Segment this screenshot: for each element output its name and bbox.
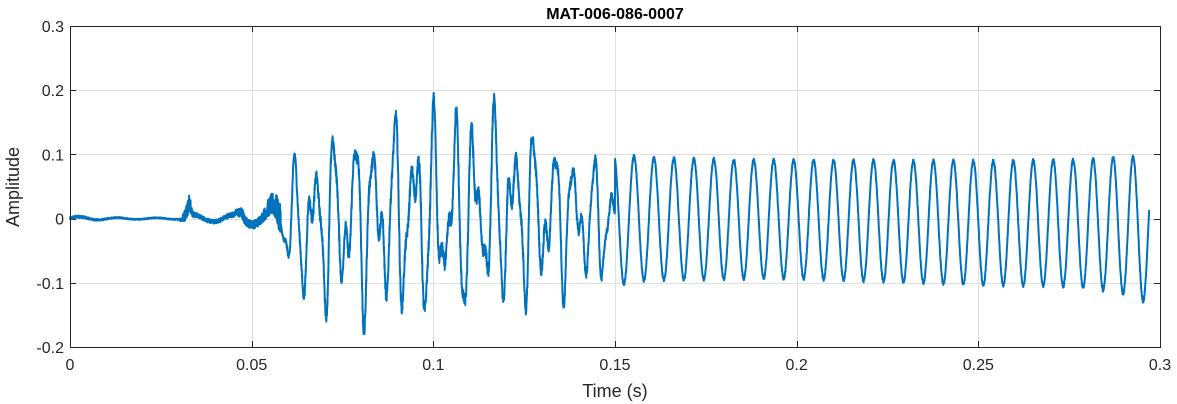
x-tick-label: 0.25 xyxy=(963,357,994,374)
grid-lines xyxy=(70,26,1160,347)
x-tick-label: 0.2 xyxy=(786,357,808,374)
x-tick-label: 0.15 xyxy=(599,357,630,374)
x-axis-label: Time (s) xyxy=(582,381,647,401)
y-tick-label: 0.1 xyxy=(42,147,64,164)
y-tick-label: 0.3 xyxy=(42,19,64,36)
y-tick-label: 0 xyxy=(55,212,64,229)
plot-frame xyxy=(70,26,1161,348)
y-tick-labels: -0.2 -0.1 0 0.1 0.2 0.3 xyxy=(36,19,64,357)
x-tick-label: 0.3 xyxy=(1149,357,1171,374)
x-tick-label: 0.05 xyxy=(236,357,267,374)
y-tick-label: -0.1 xyxy=(36,276,64,293)
signal-line xyxy=(69,91,1151,336)
x-tick-label: 0.1 xyxy=(422,357,444,374)
x-tick-label: 0 xyxy=(66,357,75,374)
chart-title: MAT-006-086-0007 xyxy=(546,6,684,23)
x-tick-labels: 0 0.05 0.1 0.15 0.2 0.25 0.3 xyxy=(66,357,1172,374)
y-tick-label: 0.2 xyxy=(42,83,64,100)
y-tick-label: -0.2 xyxy=(36,340,64,357)
y-axis-label: Amplitude xyxy=(3,147,23,227)
